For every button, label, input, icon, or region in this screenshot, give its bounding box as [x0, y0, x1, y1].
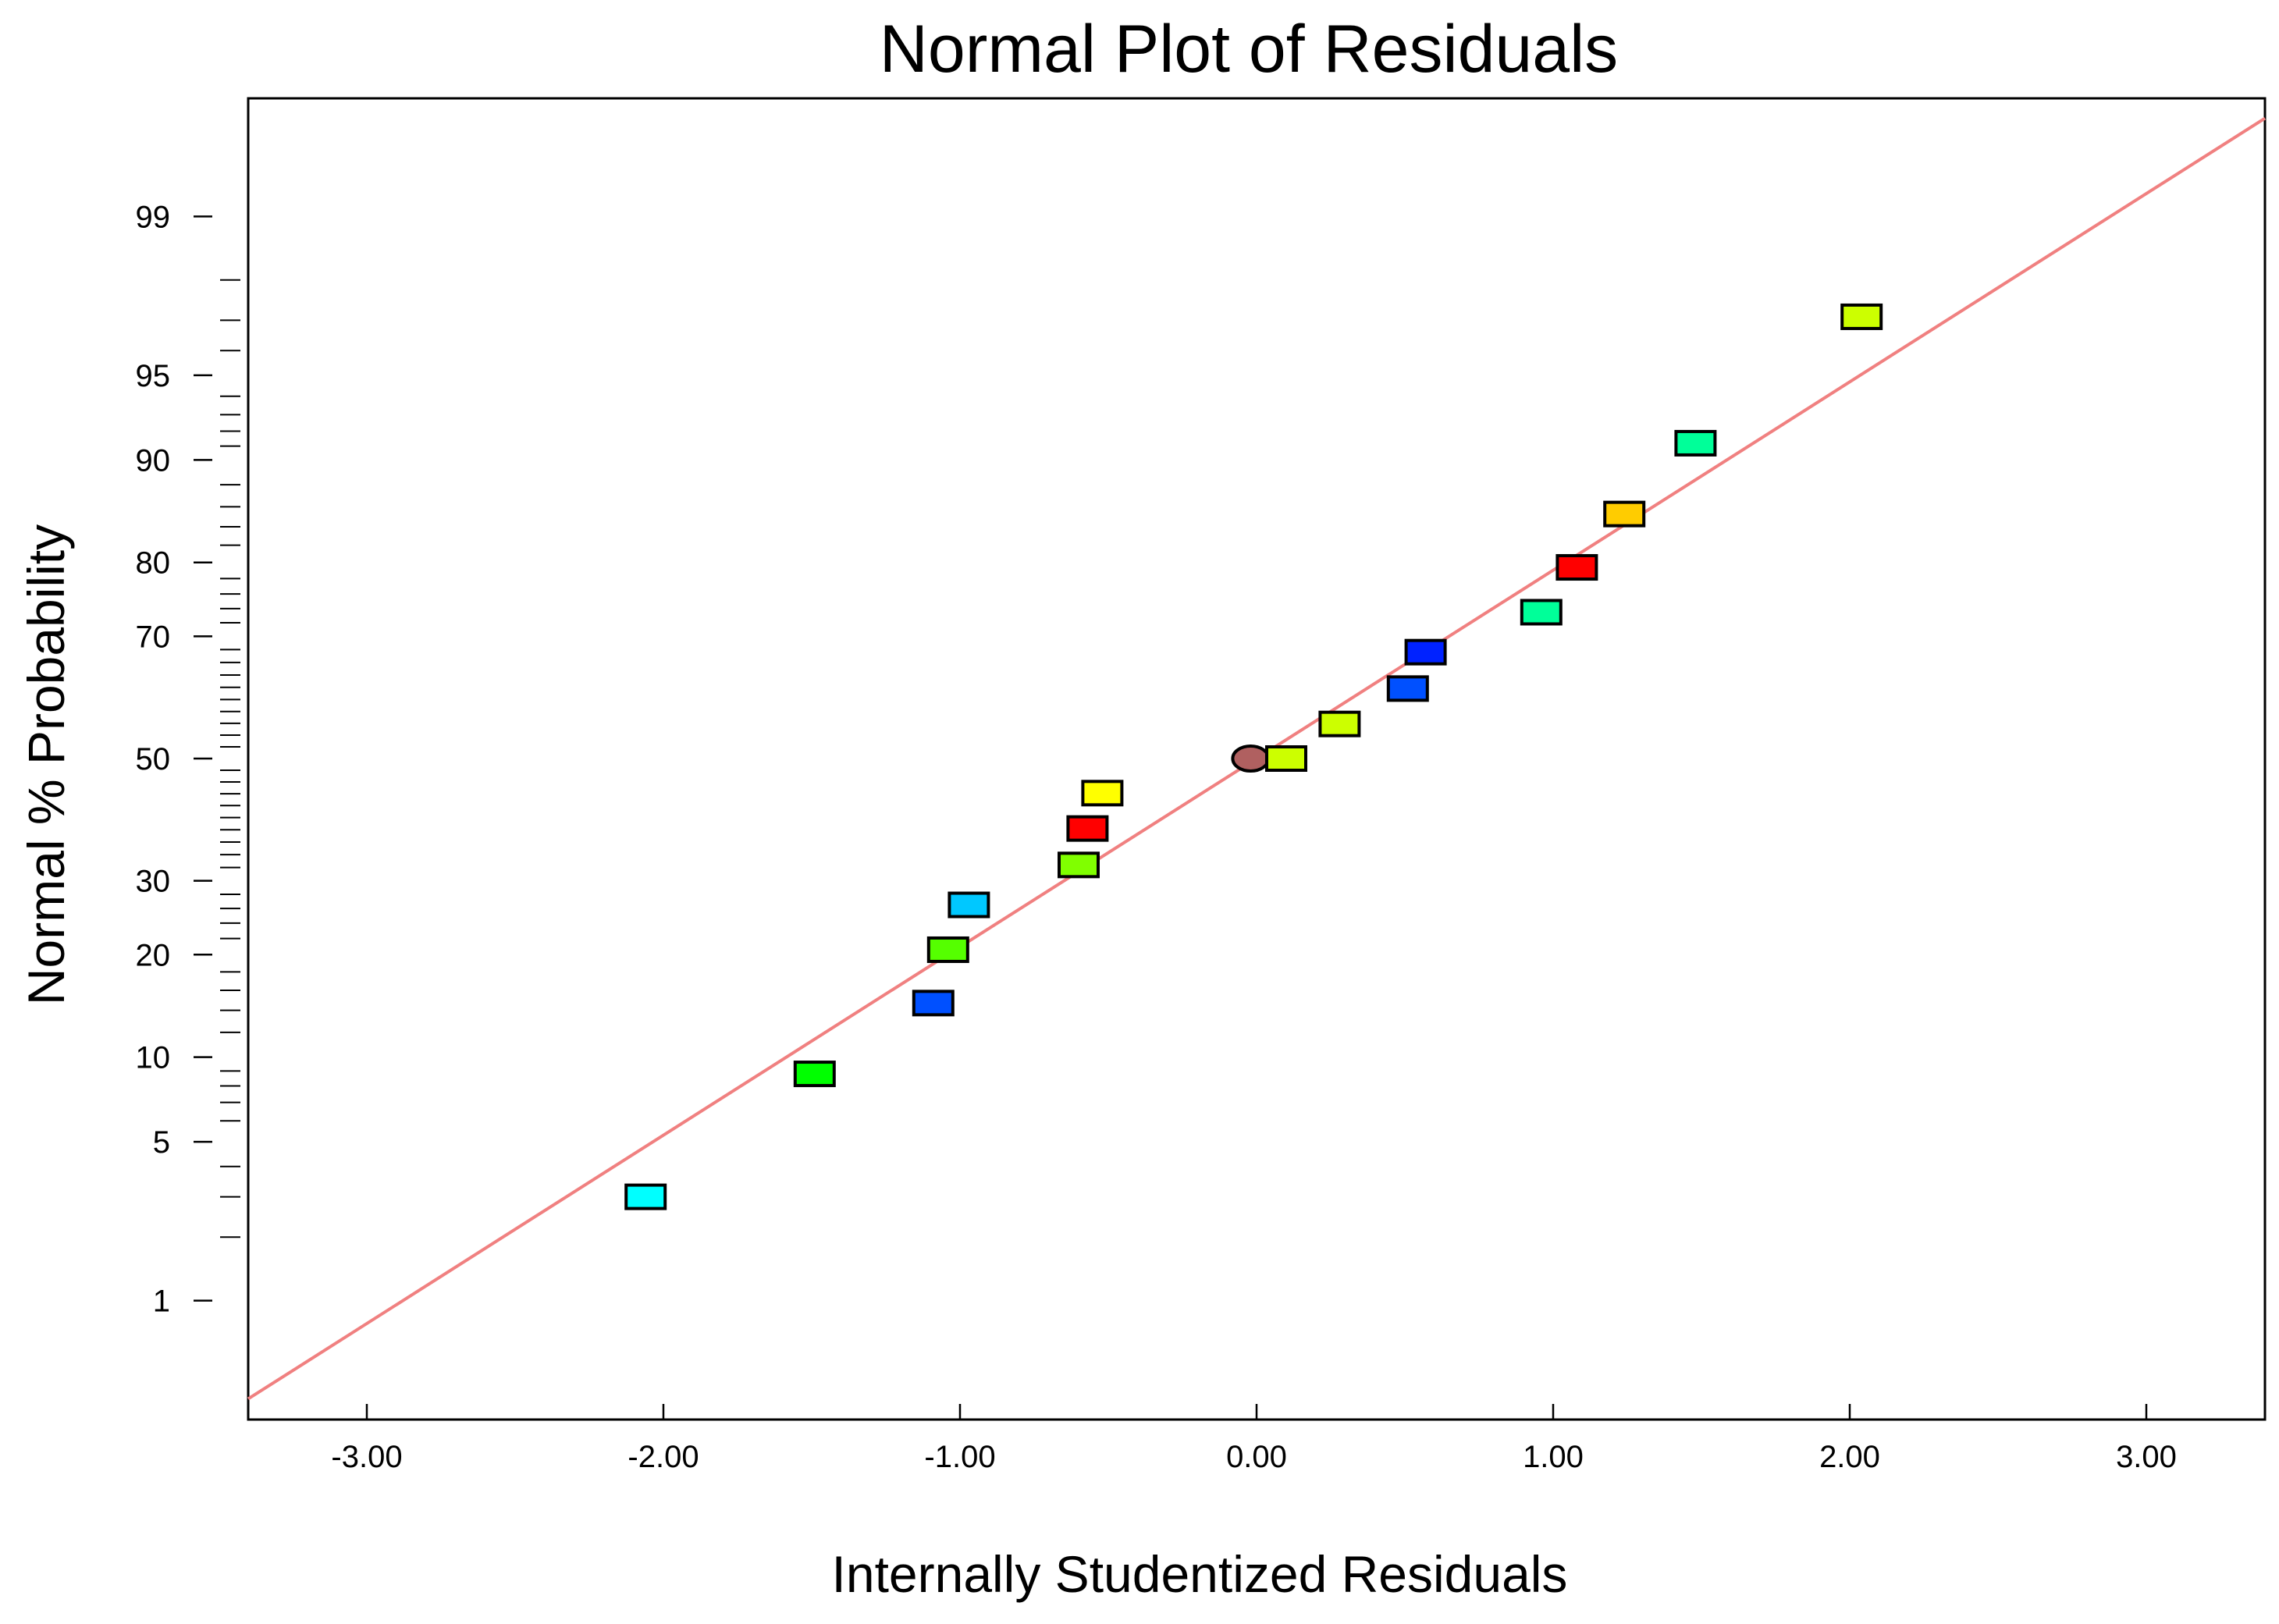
data-point: [1318, 710, 1361, 737]
x-tick-label: 0.00: [1226, 1440, 1287, 1474]
y-tick-label: 5: [153, 1125, 170, 1160]
y-tick-label: 70: [136, 620, 171, 654]
y-tick-label: 10: [136, 1041, 171, 1075]
y-tick-label: 95: [136, 359, 171, 393]
data-point: [1404, 638, 1447, 666]
x-axis-title: Internally Studentized Residuals: [832, 1545, 1568, 1603]
data-point: [926, 936, 969, 963]
x-axis: -3.00 -2.00 -1.00 0.00 1.00 2.00 3.00: [331, 1404, 2177, 1474]
data-point: [1840, 303, 1883, 330]
data-point: [793, 1061, 836, 1088]
y-minor-ticks: [220, 279, 240, 1238]
y-tick-label: 80: [136, 546, 171, 581]
x-tick-label: 2.00: [1819, 1440, 1880, 1474]
x-tick-label: -1.00: [924, 1440, 995, 1474]
y-tick-label: 30: [136, 865, 171, 899]
x-tick-label: 1.00: [1523, 1440, 1584, 1474]
data-point: [912, 990, 955, 1017]
data-point: [1081, 780, 1124, 807]
data-points: [624, 303, 1883, 1210]
x-tick-label: 3.00: [2116, 1440, 2177, 1474]
data-point: [1231, 744, 1271, 773]
data-point: [1520, 599, 1563, 626]
data-point: [1603, 500, 1646, 528]
y-tick-label: 1: [153, 1285, 170, 1319]
x-tick-label: -2.00: [628, 1440, 699, 1474]
data-point: [624, 1183, 667, 1210]
data-point: [1058, 851, 1100, 879]
data-point: [1386, 675, 1429, 702]
y-tick-label: 20: [136, 938, 171, 972]
data-point: [1265, 745, 1307, 772]
x-tick-label: -3.00: [331, 1440, 402, 1474]
y-tick-label: 90: [136, 443, 171, 478]
data-point: [1674, 429, 1717, 457]
data-point: [1555, 554, 1598, 581]
y-axis-title: Normal % Probability: [17, 524, 75, 1005]
y-axis: 1 5 10 20 30 50 70 80 90 95 99: [136, 200, 212, 1319]
chart-title: Normal Plot of Residuals: [880, 12, 1618, 87]
y-tick-label: 50: [136, 742, 171, 776]
data-point: [948, 891, 990, 919]
data-point: [1066, 815, 1109, 842]
y-tick-label: 99: [136, 200, 171, 234]
